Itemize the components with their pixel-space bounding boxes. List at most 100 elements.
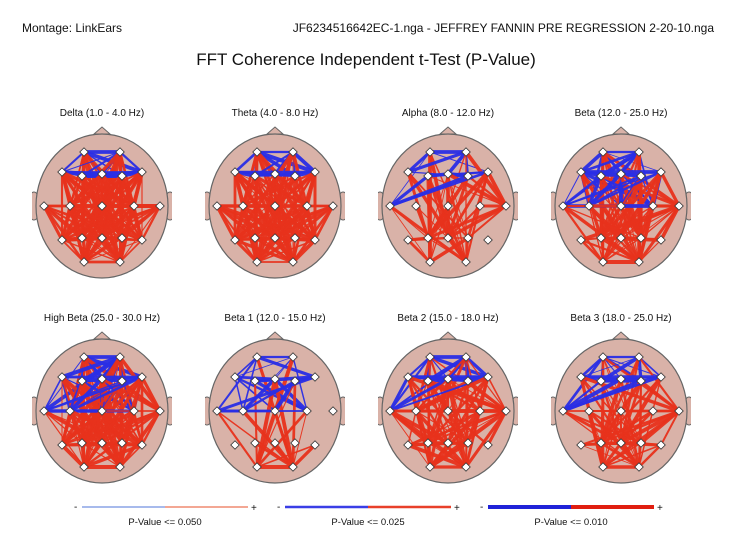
coherence-line: [255, 355, 317, 379]
coherence-line: [638, 239, 662, 263]
coherence-line: [68, 375, 144, 413]
coherence-line: [60, 409, 72, 447]
coherence-line: [601, 441, 623, 469]
electrode: [501, 406, 511, 416]
electrode: [596, 171, 606, 181]
coherence-line: [273, 236, 295, 264]
electrode: [648, 406, 658, 416]
page-title: FFT Coherence Independent t-Test (P-Valu…: [196, 50, 536, 69]
coherence-line: [234, 356, 294, 378]
coherence-line: [486, 170, 508, 208]
electrode: [79, 147, 89, 157]
coherence-line: [82, 443, 144, 469]
electrode: [616, 438, 626, 448]
coherence-line: [83, 239, 143, 263]
electrode: [475, 201, 485, 211]
electrode: [270, 169, 280, 179]
coherence-line: [83, 380, 123, 468]
legend-p050: - + P-Value <= 0.050: [70, 500, 260, 532]
coherence-line: [388, 375, 410, 413]
coherence-line: [242, 173, 276, 207]
coherence-line: [487, 376, 507, 412]
coherence-line: [406, 443, 468, 469]
coherence-line: [60, 204, 104, 242]
electrode: [310, 167, 320, 177]
electrode: [425, 352, 435, 362]
coherence-line: [140, 204, 162, 242]
electrode: [155, 406, 165, 416]
electrode: [290, 438, 300, 448]
coherence-line: [660, 410, 680, 446]
electrode: [79, 257, 89, 267]
coherence-line: [256, 444, 316, 468]
coherence-line: [637, 443, 663, 469]
coherence-line: [292, 356, 308, 412]
electrode: [57, 235, 67, 245]
electrode: [576, 235, 586, 245]
electrode: [57, 372, 67, 382]
coherence-line: [68, 409, 84, 445]
electrode: [423, 171, 433, 181]
head-map: [205, 126, 345, 279]
nose: [92, 331, 112, 340]
electrode: [463, 233, 473, 243]
coherence-line: [388, 170, 490, 208]
electrode: [461, 257, 471, 267]
coherence-line: [255, 236, 297, 264]
electrode: [443, 233, 453, 243]
electrode: [443, 406, 453, 416]
legend-label: P-Value <= 0.025: [331, 517, 405, 528]
electrode: [616, 233, 626, 243]
electrode: [596, 376, 606, 386]
electrode: [616, 374, 626, 384]
coherence-line: [101, 205, 161, 239]
electrode: [328, 406, 338, 416]
coherence-line: [414, 204, 430, 240]
electrode: [616, 169, 626, 179]
electrode: [65, 201, 75, 211]
connections: [42, 355, 162, 469]
coherence-line: [640, 205, 680, 239]
panel-title: Beta (12.0 - 25.0 Hz): [574, 108, 668, 119]
coherence-line: [466, 379, 508, 413]
electrode: [115, 462, 125, 472]
electrode: [302, 406, 312, 416]
coherence-map-beta-2: Beta 2 (15.0 - 18.0 Hz): [360, 313, 536, 503]
electrode: [596, 233, 606, 243]
electrode: [463, 438, 473, 448]
coherence-line: [426, 355, 468, 445]
electrode: [39, 201, 49, 211]
electrode: [117, 438, 127, 448]
coherence-map-alpha: Alpha (8.0 - 12.0 Hz): [360, 108, 536, 298]
coherence-line: [427, 175, 507, 207]
electrode: [79, 462, 89, 472]
electrode: [230, 235, 240, 245]
electrode: [423, 376, 433, 386]
coherence-line: [602, 237, 642, 263]
coherence-line: [100, 409, 162, 445]
coherence-line: [619, 409, 681, 445]
electrode: [288, 147, 298, 157]
electrode: [636, 376, 646, 386]
electrode: [310, 372, 320, 382]
electrode: [483, 235, 493, 245]
coherence-line: [602, 237, 622, 263]
coherence-line: [80, 409, 162, 445]
coherence-line: [292, 410, 308, 468]
coherence-line: [61, 205, 135, 241]
coherence-line: [233, 204, 245, 242]
coherence-line: [600, 205, 654, 239]
coherence-line: [118, 409, 162, 469]
electrode: [616, 406, 626, 416]
electrode: [270, 438, 280, 448]
electrode: [461, 147, 471, 157]
coherence-line: [427, 205, 449, 239]
coherence-line: [388, 377, 450, 413]
nose: [265, 126, 285, 135]
electrode: [576, 167, 586, 177]
coherence-line: [599, 204, 681, 240]
electrode: [290, 376, 300, 386]
coherence-line: [415, 380, 429, 412]
coherence-line: [579, 238, 605, 264]
nose: [438, 331, 458, 340]
